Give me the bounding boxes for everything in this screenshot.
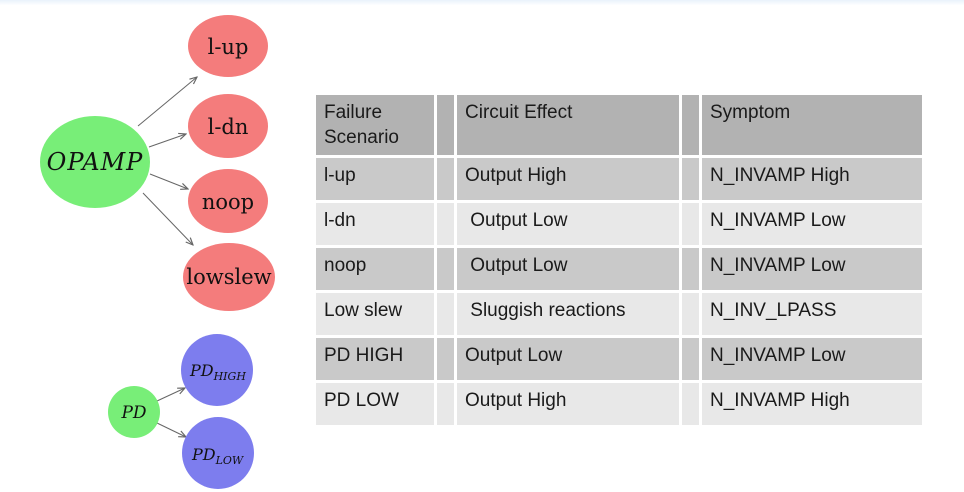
node-pdlow-base: PD bbox=[191, 445, 216, 464]
cell-gap bbox=[682, 203, 699, 245]
node-pdhigh-base: PD bbox=[189, 361, 214, 380]
table-row-pdhigh: PD HIGH Output Low N_INVAMP Low bbox=[316, 338, 922, 380]
edge-opamp-ldn bbox=[148, 134, 186, 148]
cell-gap bbox=[437, 338, 454, 380]
cell-gap bbox=[437, 293, 454, 335]
pd-tree-edges bbox=[156, 388, 186, 437]
cell-symptom: N_INVAMP Low bbox=[702, 203, 922, 245]
cell-gap bbox=[682, 383, 699, 425]
failure-scenario-table: Failure Scenario Circuit Effect Symptom … bbox=[313, 92, 925, 428]
table-row-pdlow: PD LOW Output High N_INVAMP High bbox=[316, 383, 922, 425]
header-gap-2 bbox=[682, 95, 699, 155]
node-lup bbox=[188, 15, 268, 77]
table-row-lowslew: Low slew Sluggish reactions N_INV_LPASS bbox=[316, 293, 922, 335]
node-lowslew bbox=[183, 243, 275, 311]
edge-opamp-lup bbox=[137, 77, 197, 127]
cell-effect: Output Low bbox=[457, 338, 679, 380]
table-row-lup: l-up Output High N_INVAMP High bbox=[316, 158, 922, 200]
cell-symptom: N_INVAMP Low bbox=[702, 338, 922, 380]
cell-symptom: N_INVAMP High bbox=[702, 383, 922, 425]
node-opamp bbox=[40, 116, 150, 208]
cell-gap bbox=[437, 203, 454, 245]
node-pdhigh-subscript: HIGH bbox=[213, 370, 247, 383]
edge-opamp-noop bbox=[149, 173, 188, 189]
node-opamp-label: OPAMP bbox=[47, 148, 144, 176]
cell-gap bbox=[437, 248, 454, 290]
table-row-noop: noop Output Low N_INVAMP Low bbox=[316, 248, 922, 290]
node-pdlow bbox=[182, 417, 254, 489]
cell-gap bbox=[682, 338, 699, 380]
node-pd-label: PD bbox=[120, 403, 146, 423]
cell-effect: Sluggish reactions bbox=[457, 293, 679, 335]
node-pdhigh bbox=[181, 334, 253, 406]
edge-opamp-lowslew bbox=[142, 192, 193, 245]
table-header-row: Failure Scenario Circuit Effect Symptom bbox=[316, 95, 922, 155]
node-ldn bbox=[188, 94, 268, 158]
edge-pd-pdlow bbox=[156, 422, 186, 437]
node-ldn-label: l-dn bbox=[208, 115, 249, 139]
cell-symptom: N_INVAMP Low bbox=[702, 248, 922, 290]
node-pdlow-label: PDLOW bbox=[191, 445, 245, 467]
fault-tree-diagram: OPAMP l-up l-dn noop lowslew PD PDHIGH P… bbox=[40, 15, 275, 489]
opamp-tree-edges bbox=[137, 77, 197, 245]
header-symptom: Symptom bbox=[702, 95, 922, 155]
cell-effect: Output Low bbox=[457, 203, 679, 245]
cell-gap bbox=[437, 383, 454, 425]
cell-scenario: l-up bbox=[316, 158, 434, 200]
cell-symptom: N_INVAMP High bbox=[702, 158, 922, 200]
table-row-ldn: l-dn Output Low N_INVAMP Low bbox=[316, 203, 922, 245]
cell-scenario: noop bbox=[316, 248, 434, 290]
node-pdhigh-label: PDHIGH bbox=[189, 361, 246, 383]
node-lup-label: l-up bbox=[208, 35, 249, 59]
cell-effect: Output High bbox=[457, 383, 679, 425]
cell-effect: Output Low bbox=[457, 248, 679, 290]
node-noop bbox=[188, 169, 268, 233]
cell-effect: Output High bbox=[457, 158, 679, 200]
node-pdlow-subscript: LOW bbox=[215, 454, 245, 467]
edge-pd-pdhigh bbox=[156, 388, 185, 402]
header-failure-scenario: Failure Scenario bbox=[316, 95, 434, 155]
cell-scenario: l-dn bbox=[316, 203, 434, 245]
node-noop-label: noop bbox=[202, 190, 254, 214]
header-gap-1 bbox=[437, 95, 454, 155]
header-circuit-effect: Circuit Effect bbox=[457, 95, 679, 155]
cell-symptom: N_INV_LPASS bbox=[702, 293, 922, 335]
cell-gap bbox=[682, 248, 699, 290]
cell-scenario: PD LOW bbox=[316, 383, 434, 425]
cell-gap bbox=[682, 293, 699, 335]
cell-gap bbox=[682, 158, 699, 200]
cell-scenario: PD HIGH bbox=[316, 338, 434, 380]
node-pd bbox=[108, 386, 160, 438]
cell-gap bbox=[437, 158, 454, 200]
node-lowslew-label: lowslew bbox=[186, 265, 271, 289]
top-accent-strip bbox=[0, 0, 964, 5]
cell-scenario: Low slew bbox=[316, 293, 434, 335]
